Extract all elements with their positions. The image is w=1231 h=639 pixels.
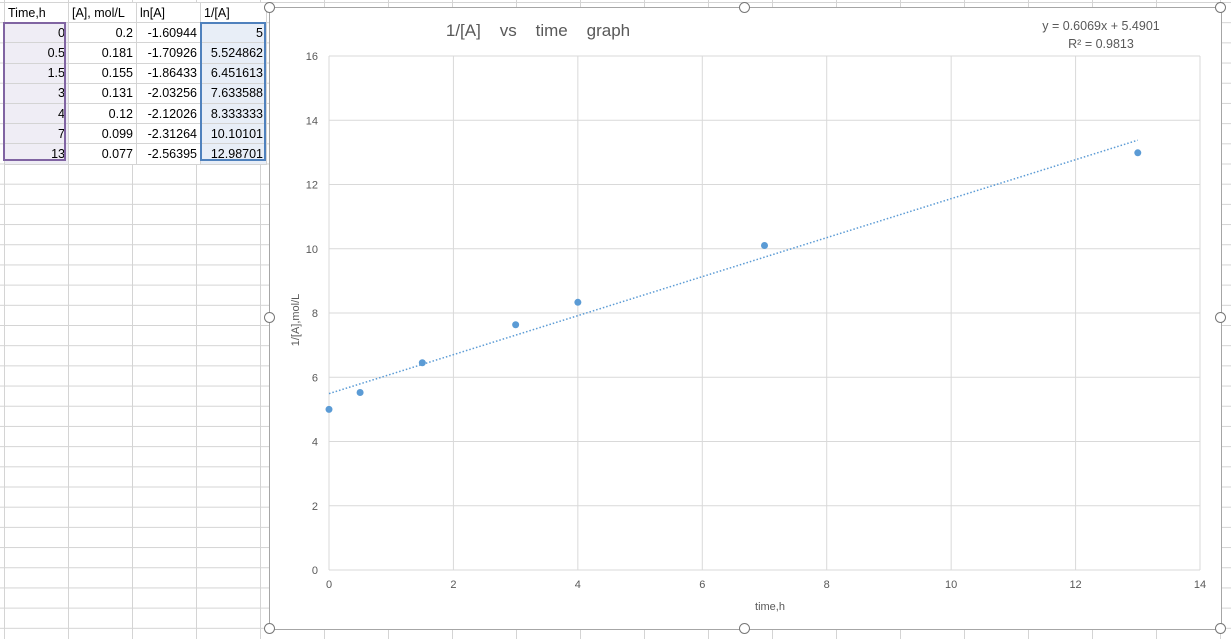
data-point[interactable] [356,389,364,397]
x-tick-label: 12 [1069,579,1081,591]
table-row: 0 0.2 -1.60944 5 [4,22,267,44]
x-tick-label: 2 [450,579,456,591]
data-point[interactable] [574,298,582,306]
table-cell[interactable]: -2.31264 [136,123,201,145]
header-cell[interactable]: ln[A] [136,1,201,24]
resize-handle[interactable] [739,623,750,634]
data-point[interactable] [418,359,426,367]
y-axis-title[interactable]: 1/[A],mol/L [290,294,302,347]
data-point[interactable] [325,405,333,413]
resize-handle[interactable] [264,623,275,634]
table-cell[interactable]: 5.524862 [200,42,267,64]
x-axis-title[interactable]: time,h [755,601,785,613]
resize-handle[interactable] [264,312,275,323]
table-cell[interactable]: -2.12026 [136,102,201,125]
resize-handle[interactable] [739,2,750,13]
data-point[interactable] [512,321,520,329]
header-row: Time,h [A], mol/L ln[A] 1/[A] [4,1,267,24]
y-tick-label: 16 [306,51,318,63]
table-row: 1.5 0.155 -1.86433 6.451613 [4,62,267,84]
table-cell[interactable]: 0.181 [68,42,137,64]
y-tick-label: 12 [306,180,318,192]
table-cell[interactable]: 1.5 [4,62,69,84]
table-row: 4 0.12 -2.12026 8.333333 [4,102,267,125]
data-point[interactable] [761,242,768,250]
table-cell[interactable]: 12.98701 [200,143,267,165]
x-tick-label: 10 [945,579,957,591]
table-cell[interactable]: 0.5 [4,42,69,64]
table-row: 7 0.099 -2.31264 10.10101 [4,123,267,145]
table-cell[interactable]: 7.633588 [200,82,267,104]
y-tick-label: 0 [312,565,318,577]
x-tick-label: 14 [1194,579,1206,591]
table-cell[interactable]: 6.451613 [200,62,267,84]
table-cell[interactable]: 0.131 [68,82,137,104]
table-cell[interactable]: 0.2 [68,22,137,44]
chart-area[interactable]: 1/[A] vs time graph y = 0.6069x + 5.4901… [269,7,1222,630]
data-table: Time,h [A], mol/L ln[A] 1/[A] 0 0.2 -1.609… [4,1,267,165]
table-row: 0.5 0.181 -1.70926 5.524862 [4,42,267,64]
header-cell[interactable]: Time,h [4,1,69,24]
table-row: 13 0.077 -2.56395 12.98701 [4,143,267,165]
table-cell[interactable]: 4 [4,102,69,125]
table-cell[interactable]: 10.10101 [200,123,267,145]
x-tick-label: 8 [824,579,830,591]
table-cell[interactable]: -1.86433 [136,62,201,84]
table-cell[interactable]: -2.03256 [136,82,201,104]
table-cell[interactable]: 0.077 [68,143,137,165]
x-tick-label: 4 [575,579,581,591]
trendline[interactable] [328,139,1139,395]
y-tick-label: 2 [312,501,318,513]
x-tick-label: 0 [326,579,332,591]
resize-handle[interactable] [264,2,275,13]
table-cell[interactable]: 0.12 [68,102,137,125]
table-cell[interactable]: -1.70926 [136,42,201,64]
trendline-equation[interactable]: y = 0.6069x + 5.4901 [1042,19,1160,33]
y-tick-label: 6 [312,372,318,384]
scatter-chart: 1/[A] vs time graph y = 0.6069x + 5.4901… [290,19,1206,613]
table-cell[interactable]: 3 [4,82,69,104]
table-cell[interactable]: 5 [200,22,267,44]
table-cell[interactable]: 13 [4,143,69,165]
header-cell[interactable]: [A], mol/L [68,1,137,24]
table-row: 3 0.131 -2.03256 7.633588 [4,82,267,104]
y-tick-label: 14 [306,115,318,127]
y-tick-label: 10 [306,244,318,256]
r-squared-label[interactable]: R² = 0.9813 [1068,37,1134,51]
chart-title[interactable]: 1/[A] vs time graph [446,21,630,40]
table-cell[interactable]: 0 [4,22,69,44]
table-cell[interactable]: -2.56395 [136,143,201,165]
table-cell[interactable]: 0.099 [68,123,137,145]
table-cell[interactable]: -1.60944 [136,22,201,44]
table-cell[interactable]: 7 [4,123,69,145]
resize-handle[interactable] [1215,2,1226,13]
x-tick-label: 6 [699,579,705,591]
resize-handle[interactable] [1215,312,1226,323]
resize-handle[interactable] [1215,623,1226,634]
header-cell[interactable]: 1/[A] [200,1,267,24]
table-cell[interactable]: 8.333333 [200,102,267,125]
y-tick-label: 8 [312,308,318,320]
y-tick-label: 4 [312,437,318,449]
data-point[interactable] [1134,149,1142,157]
table-cell[interactable]: 0.155 [68,62,137,84]
